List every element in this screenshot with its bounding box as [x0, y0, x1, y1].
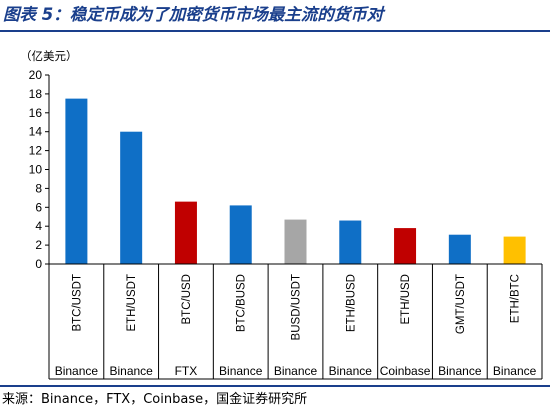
title-rule [0, 30, 550, 32]
bars [65, 98, 526, 264]
y-unit-label: （亿美元） [20, 49, 78, 63]
x-exchange-label: FTX [175, 364, 198, 378]
x-exchange-label: Binance [219, 364, 263, 378]
bar-gmt-usdt [448, 234, 471, 264]
bar-eth-usd [394, 228, 417, 264]
bar-eth-btc [503, 236, 526, 264]
x-exchange-label: Binance [55, 364, 99, 378]
y-tick-label: 4 [35, 219, 42, 233]
x-category-label: ETH/BTC [510, 274, 522, 323]
x-exchange-label: Binance [329, 364, 373, 378]
y-tick-label: 12 [29, 144, 43, 158]
y-tick-label: 2 [35, 238, 42, 252]
x-category-label: ETH/USDT [126, 274, 138, 332]
y-tick-label: 0 [35, 257, 42, 271]
bar-busd-usdt [284, 219, 307, 264]
x-category-label: BTC/USDT [71, 274, 83, 332]
y-tick-label: 20 [29, 68, 43, 82]
x-category-label: ETH/USD [400, 274, 412, 324]
bar-eth-busd [339, 220, 362, 264]
y-tick-label: 16 [29, 106, 43, 120]
x-exchange-label: Coinbase [380, 364, 431, 378]
bar-btc-usd [174, 201, 197, 264]
source-note: 来源：Binance，FTX，Coinbase，国金证券研究所 [2, 392, 308, 407]
y-tick-label: 8 [35, 181, 42, 195]
y-tick-label: 14 [29, 125, 43, 139]
x-axis: BTC/USDT Binance ETH/USDT Binance BTC/USD FTX… [48, 263, 543, 380]
x-exchange-label: Binance [438, 364, 482, 378]
x-exchange-label: Binance [109, 364, 153, 378]
x-category-label: GMT/USDT [455, 274, 467, 334]
bar-eth-usdt [120, 131, 143, 264]
x-category-label: BTC/USD [181, 274, 193, 324]
x-category-label: ETH/BUSD [345, 274, 357, 332]
bar-chart: （亿美元） 0 2 4 6 8 10 12 14 16 18 20 BTC/USDT Binance E… [20, 49, 543, 380]
bar-btc-usdt [65, 98, 88, 264]
source-rule [0, 385, 550, 387]
y-tick-label: 6 [35, 200, 42, 214]
y-axis: 0 2 4 6 8 10 12 14 16 18 20 [29, 68, 50, 271]
x-exchange-label: Binance [274, 364, 318, 378]
bar-btc-busd [229, 205, 252, 264]
x-category-label: BUSD/USDT [291, 274, 303, 340]
y-tick-label: 18 [29, 87, 43, 101]
x-category-label: BTC/BUSD [236, 274, 248, 332]
x-exchange-label: Binance [493, 364, 537, 378]
y-tick-label: 10 [29, 163, 43, 177]
figure-title: 图表 5：稳定币成为了加密货币市场最主流的货币对 [3, 5, 384, 24]
